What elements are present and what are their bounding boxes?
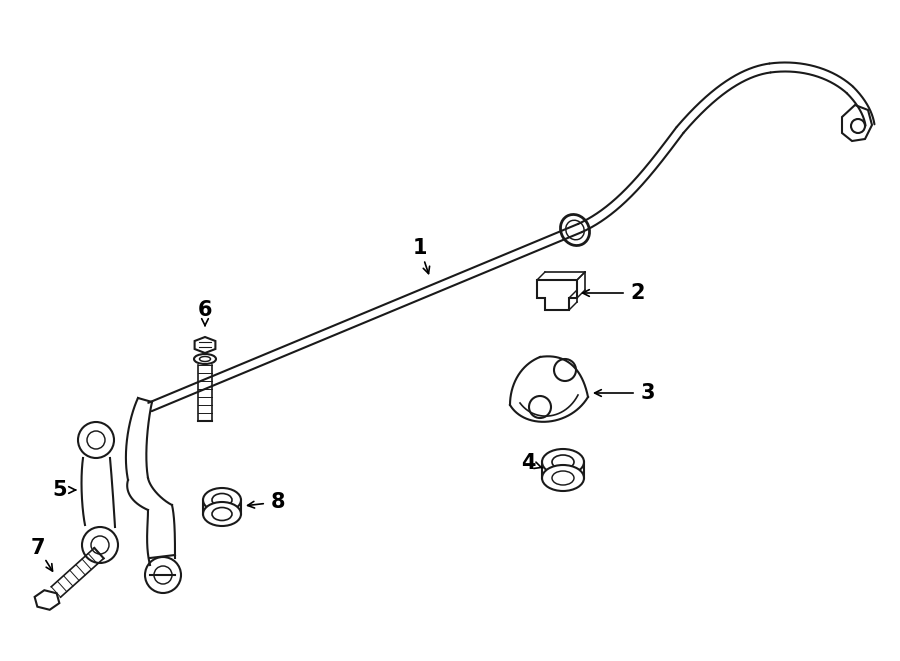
Circle shape — [851, 119, 865, 133]
Circle shape — [554, 359, 576, 381]
Circle shape — [529, 396, 551, 418]
Text: 8: 8 — [271, 492, 285, 512]
Text: 5: 5 — [53, 480, 68, 500]
Ellipse shape — [542, 465, 584, 491]
Polygon shape — [194, 337, 215, 353]
Ellipse shape — [203, 488, 241, 512]
Ellipse shape — [203, 502, 241, 526]
Text: 4: 4 — [521, 453, 535, 473]
Text: 7: 7 — [31, 538, 45, 558]
Circle shape — [82, 527, 118, 563]
Circle shape — [145, 557, 181, 593]
Text: 2: 2 — [631, 283, 645, 303]
Text: 3: 3 — [641, 383, 655, 403]
Text: 6: 6 — [198, 300, 212, 320]
Ellipse shape — [542, 449, 584, 475]
Polygon shape — [34, 590, 59, 610]
Ellipse shape — [552, 455, 574, 469]
Text: 1: 1 — [413, 238, 428, 258]
Polygon shape — [537, 280, 577, 310]
Polygon shape — [842, 105, 872, 141]
Ellipse shape — [194, 354, 216, 364]
Circle shape — [78, 422, 114, 458]
